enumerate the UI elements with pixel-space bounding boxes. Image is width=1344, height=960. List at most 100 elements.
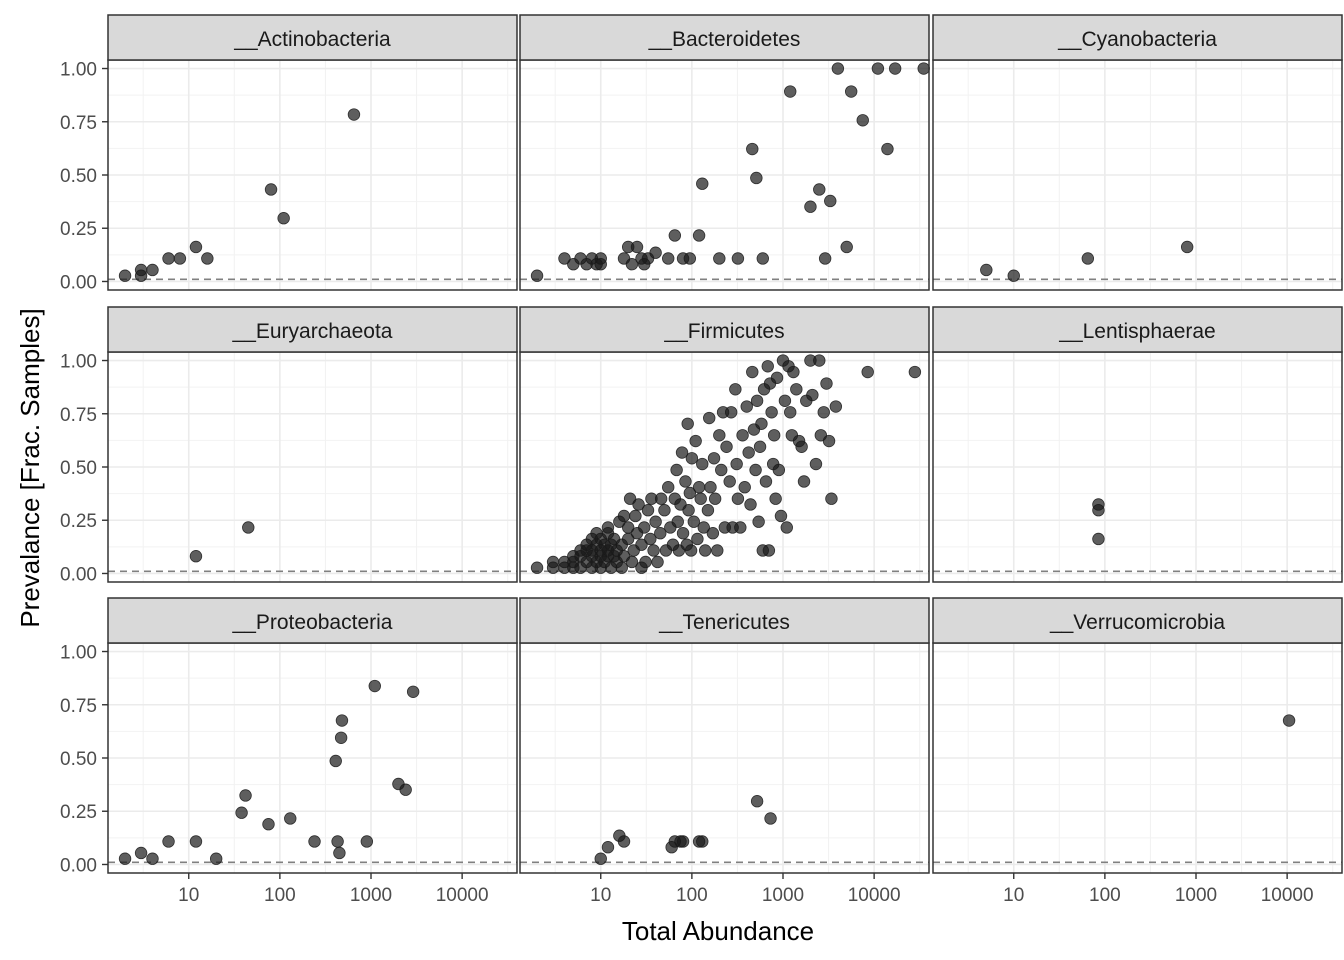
x-tick-label: 10	[1003, 885, 1024, 906]
data-point	[697, 521, 710, 534]
strip-background	[519, 14, 930, 61]
data-point	[594, 252, 607, 265]
data-point	[692, 481, 706, 494]
y-axis-actinobacteria: 0.00 0.25 0.50 0.75 1.00	[60, 60, 108, 293]
data-point	[778, 394, 792, 407]
data-point	[744, 498, 757, 511]
data-point	[1092, 504, 1105, 517]
y-tick-label: 1.00	[60, 643, 97, 664]
y-axes: 0.00 0.25 0.50 0.75 1.00 0.00 0.25 0.50 0.75 1.00…	[60, 60, 108, 876]
strip-label: __Lentisphaerae	[1058, 320, 1215, 343]
data-point	[662, 481, 675, 494]
data-point	[118, 852, 132, 865]
data-point	[908, 365, 922, 379]
data-point	[888, 62, 902, 75]
y-tick-label: 0.00	[60, 272, 97, 293]
data-point	[790, 383, 803, 396]
data-point	[689, 434, 702, 448]
strip-background	[932, 597, 1343, 644]
data-point	[762, 544, 776, 557]
data-point	[654, 527, 667, 540]
data-point	[1007, 269, 1020, 282]
data-point	[750, 394, 764, 407]
x-tick-label: 100	[264, 885, 296, 906]
data-point	[813, 354, 826, 367]
strip-background	[107, 14, 518, 61]
data-point	[881, 142, 894, 156]
data-point	[546, 555, 560, 569]
data-point	[856, 114, 869, 127]
data-point	[711, 544, 724, 557]
data-point	[683, 252, 697, 265]
points	[530, 354, 922, 574]
data-point	[703, 411, 716, 425]
data-point	[647, 544, 660, 557]
x-axis-title: Total Abundance	[622, 916, 814, 946]
y-tick-label: 0.25	[60, 511, 97, 532]
data-point	[209, 852, 223, 865]
strip-background	[107, 306, 518, 353]
data-point	[817, 406, 830, 419]
data-point	[696, 457, 709, 471]
data-point	[530, 269, 544, 282]
gridlines	[520, 643, 929, 873]
strip-background	[519, 597, 930, 644]
data-point	[708, 492, 722, 505]
data-point	[698, 544, 712, 557]
y-tick-label: 0.25	[60, 802, 97, 823]
data-point	[825, 492, 838, 505]
points	[530, 62, 930, 282]
data-point	[284, 812, 297, 825]
data-point	[809, 457, 823, 471]
points	[1092, 498, 1105, 546]
points	[118, 679, 420, 865]
data-point	[824, 194, 837, 208]
y-tick-label: 1.00	[60, 352, 97, 373]
data-point	[713, 429, 726, 442]
panel-verrucomicrobia: __Verrucomicrobia	[932, 597, 1343, 874]
x-tick-label: 1000	[350, 885, 392, 906]
data-point	[724, 406, 738, 419]
y-tick-label: 0.00	[60, 564, 97, 585]
y-tick-label: 0.00	[60, 855, 97, 876]
strip-label: __Bacteroidetes	[648, 28, 801, 51]
data-point	[685, 452, 699, 465]
points	[594, 795, 777, 865]
data-point	[715, 463, 728, 477]
data-point	[980, 263, 993, 277]
data-point	[750, 795, 764, 808]
data-point	[335, 714, 349, 727]
data-point	[201, 252, 214, 265]
strip-label: __Actinobacteria	[233, 28, 391, 51]
strip-label: __Proteobacteria	[232, 611, 393, 634]
x-tick-label: 10	[178, 885, 199, 906]
strip-background	[519, 306, 930, 353]
y-tick-label: 0.50	[60, 166, 97, 187]
data-point	[818, 252, 832, 265]
strip-background	[932, 14, 1343, 61]
data-point	[731, 252, 745, 265]
data-point	[694, 492, 707, 505]
data-point	[360, 835, 374, 848]
y-tick-label: 0.50	[60, 458, 97, 479]
x-axis-verrucomicrobia: 10 100 1000 10000	[1003, 873, 1314, 906]
data-point	[691, 532, 704, 546]
data-point	[649, 246, 662, 259]
data-point	[682, 504, 695, 517]
data-point	[704, 481, 717, 494]
data-point	[831, 62, 845, 75]
data-point	[658, 504, 671, 517]
data-point	[308, 835, 321, 848]
y-tick-label: 0.75	[60, 696, 97, 717]
data-point	[749, 463, 762, 477]
data-point	[134, 846, 148, 860]
data-point	[1282, 714, 1296, 727]
data-point	[738, 481, 751, 494]
data-point	[406, 685, 420, 698]
data-point	[730, 457, 743, 471]
data-point	[736, 429, 749, 442]
strip-background	[107, 597, 518, 644]
x-tick-label: 100	[1089, 885, 1121, 906]
strip-label: __Tenericutes	[658, 611, 790, 634]
